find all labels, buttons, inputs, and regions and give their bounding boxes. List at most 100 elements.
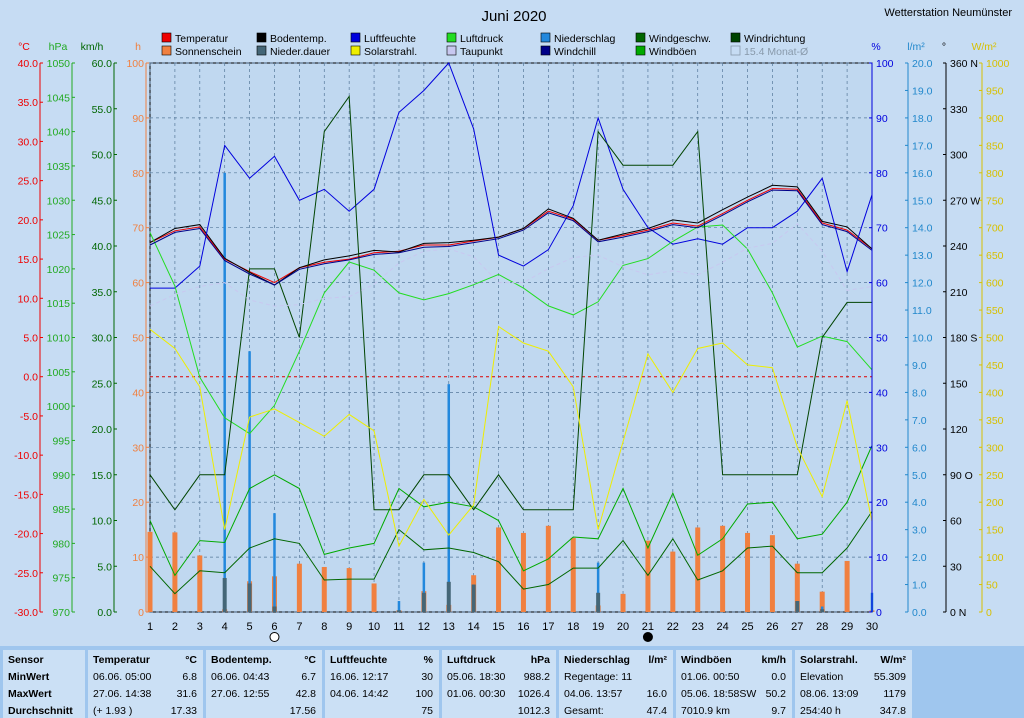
bar-sonnenschein-25 — [745, 532, 751, 612]
tick-label-rain: 13.0 — [912, 250, 933, 262]
stats-cell-label: Gesamt: — [564, 705, 604, 717]
tick-label-temp: -25.0 — [14, 568, 38, 580]
x-tick-label: 29 — [841, 621, 853, 633]
tick-label-humidity: 100 — [876, 58, 894, 70]
tick-label-solar: 650 — [986, 250, 1004, 262]
tick-label-solar: 100 — [986, 552, 1004, 564]
x-tick-label: 27 — [791, 621, 803, 633]
tick-label-wind: 55.0 — [92, 104, 113, 116]
tick-label-rain: 1.0 — [912, 580, 927, 592]
legend-swatch — [350, 32, 361, 43]
tick-label-solar: 900 — [986, 113, 1004, 125]
stats-cell-label: 01.06. 00:30 — [447, 688, 506, 700]
tick-label-pressure: 1025 — [47, 230, 71, 242]
stats-cell-value: 1012.3 — [517, 705, 550, 717]
bar-niederdauer-19 — [596, 592, 601, 612]
tick-label-rain: 14.0 — [912, 223, 933, 235]
stats-cell-label: 7010.9 km — [681, 705, 731, 717]
tick-label-pressure: 1015 — [47, 298, 71, 310]
tick-label-temp: 0.0 — [23, 372, 38, 384]
x-tick-label: 10 — [368, 621, 380, 633]
legend: Temperatur Bodentemp. Luftfeuchte Luftdruck… — [161, 32, 808, 58]
stats-cell-value: hPa — [530, 654, 550, 666]
tick-label-direction: 360 N — [950, 58, 978, 70]
tick-label-wind: 10.0 — [92, 516, 113, 528]
tick-label-wind: 5.0 — [97, 561, 112, 573]
stats-block-6: Windböen km/h 01.06. 00:50 0.0 05.06. 18:58S… — [676, 650, 792, 718]
bar-sonnenschein-17 — [545, 525, 551, 612]
stats-cell-value: 347.8 — [879, 705, 906, 717]
bar-sonnenschein-27 — [794, 563, 800, 612]
stats-cell-label: 254:40 h — [800, 705, 841, 717]
tick-label-wind: 20.0 — [92, 424, 113, 436]
line-windchill — [149, 189, 873, 286]
bar-sonnenschein-29 — [844, 560, 850, 612]
x-tick-label: 30 — [866, 621, 878, 633]
tick-label-pressure: 1005 — [47, 367, 71, 379]
tick-label-humidity: 60 — [876, 278, 888, 290]
full-moon-icon — [269, 632, 280, 642]
bar-niederschlag-6 — [273, 513, 276, 612]
legend-swatch — [540, 32, 551, 43]
unit-direction: ° — [942, 41, 946, 53]
stats-cell-label: Luftfeuchte — [330, 654, 388, 666]
legend-label: Sonnenschein — [175, 46, 242, 58]
stats-cell-value: 1179 — [883, 688, 906, 700]
bar-sonnenschein-26 — [769, 535, 775, 612]
tick-label-rain: 0.0 — [912, 607, 927, 619]
bar-niederdauer-6 — [272, 606, 277, 612]
bar-niederdauer-12 — [421, 592, 426, 612]
tick-label-rain: 5.0 — [912, 470, 927, 482]
x-tick-label: 11 — [393, 621, 404, 633]
legend-swatch — [635, 45, 646, 56]
tick-label-temp: 20.0 — [18, 215, 39, 227]
tick-label-temp: 25.0 — [18, 176, 39, 188]
legend-swatch — [161, 45, 172, 56]
bar-sonnenschein-10 — [371, 583, 377, 612]
tick-label-temp: -5.0 — [20, 411, 38, 423]
tick-label-wind: 40.0 — [92, 241, 113, 253]
legend-label: Nieder.dauer — [270, 46, 331, 58]
tick-label-rain: 4.0 — [912, 497, 927, 509]
x-tick-label: 22 — [667, 621, 679, 633]
stats-cell-value: l/m² — [648, 654, 667, 666]
stats-cell-value: 17.33 — [170, 705, 197, 717]
tick-label-direction: 330 — [950, 104, 968, 116]
tick-label-humidity: 0 — [876, 607, 882, 619]
stats-cell-label: 05.06. 18:58SW — [681, 688, 757, 700]
tick-label-pressure: 1050 — [47, 58, 71, 70]
bar-niederdauer-4 — [222, 577, 227, 612]
stats-label-min: MinWert — [8, 671, 50, 683]
bar-niederschlag-5 — [248, 351, 251, 612]
tick-label-temp: -30.0 — [14, 607, 38, 619]
bar-sonnenschein-1 — [147, 531, 153, 612]
tick-label-temp: 5.0 — [23, 333, 38, 345]
unit-hours: h — [135, 41, 141, 53]
tick-label-rain: 2.0 — [912, 552, 927, 564]
tick-label-pressure: 1030 — [47, 195, 71, 207]
line-windrichtung — [149, 95, 872, 511]
tick-label-direction: 30 — [950, 561, 962, 573]
tick-label-hours: 20 — [132, 497, 144, 509]
legend-label: Bodentemp. — [270, 33, 327, 45]
tick-label-rain: 7.0 — [912, 415, 927, 427]
bar-sonnenschein-24 — [720, 525, 726, 612]
x-tick-label: 14 — [468, 621, 480, 633]
tick-label-solar: 750 — [986, 195, 1004, 207]
tick-label-solar: 250 — [986, 470, 1004, 482]
tick-label-humidity: 40 — [876, 387, 888, 399]
tick-label-wind: 60.0 — [92, 58, 113, 70]
tick-label-pressure: 1020 — [47, 264, 71, 276]
stats-cell-label: Bodentemp. — [211, 654, 272, 666]
tick-label-pressure: 990 — [52, 470, 70, 482]
stats-block-5: Niederschlag l/m² Regentage: 11 04.06. 13:5… — [559, 650, 673, 718]
bar-niederdauer-27 — [795, 601, 800, 612]
tick-label-pressure: 975 — [52, 573, 70, 585]
x-tick-label: 28 — [816, 621, 828, 633]
bar-sonnenschein-21 — [645, 540, 651, 612]
x-tick-label: 9 — [346, 621, 352, 633]
unit-wind: km/h — [81, 41, 104, 53]
tick-label-pressure: 970 — [52, 607, 70, 619]
bar-niederschlag-11 — [397, 601, 401, 612]
unit-solar: W/m² — [971, 41, 997, 53]
